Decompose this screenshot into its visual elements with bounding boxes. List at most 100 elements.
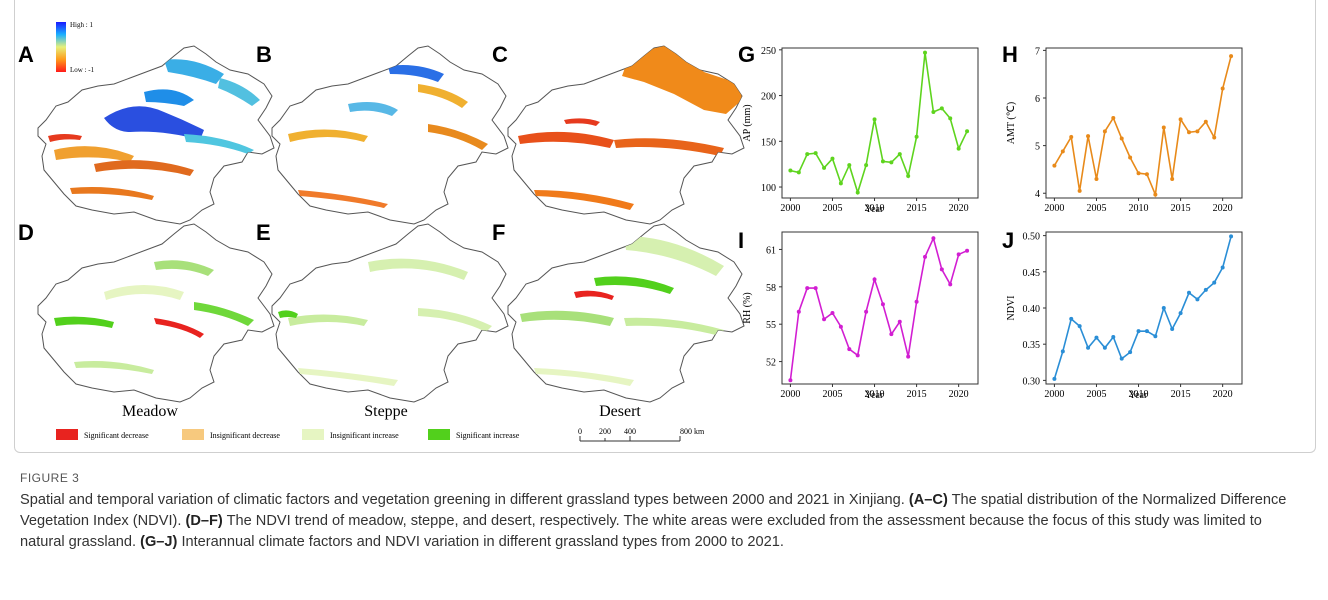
data-point: [838, 181, 843, 186]
y-tick-label: 250: [761, 46, 776, 57]
panel-letter-d: D: [18, 220, 34, 245]
x-tick-label: 2010: [1129, 389, 1149, 400]
caption-intro: Spatial and temporal variation of climat…: [20, 492, 909, 508]
data-point: [813, 151, 818, 156]
y-tick-label: 61: [766, 245, 776, 256]
data-point: [1119, 136, 1124, 141]
data-point: [923, 254, 928, 259]
data-point: [788, 168, 793, 173]
trend-legend: Significant decrease Insignificant decre…: [56, 429, 520, 440]
data-point: [1094, 176, 1099, 181]
data-point: [830, 310, 835, 315]
x-axis-label: Year: [865, 390, 884, 401]
map-panel-c: [507, 45, 745, 225]
data-point: [1094, 335, 1099, 340]
data-point: [1178, 117, 1183, 122]
data-point: [805, 152, 810, 157]
series-line: [790, 52, 968, 196]
data-point: [1077, 188, 1082, 193]
data-point: [1128, 350, 1133, 355]
x-tick-label: 2020: [1213, 203, 1233, 214]
scale-tick-0: 0: [578, 427, 582, 436]
data-point: [822, 317, 827, 322]
data-point: [822, 165, 827, 170]
data-point: [1161, 306, 1166, 310]
x-tick-label: 2015: [1171, 203, 1191, 214]
data-point: [796, 170, 801, 175]
data-point: [1153, 334, 1158, 339]
figure-label: FIGURE 3: [20, 471, 80, 485]
data-point: [830, 156, 835, 161]
ndvi-colorbar: [56, 22, 66, 72]
y-tick-label: 58: [766, 283, 776, 294]
y-axis-label: RH (%): [742, 292, 753, 323]
data-point: [1052, 163, 1057, 168]
data-point: [796, 309, 801, 314]
data-point: [1161, 125, 1166, 130]
x-tick-label: 2020: [949, 203, 969, 214]
data-point: [1229, 234, 1234, 239]
y-tick-label: 0.50: [1023, 232, 1041, 243]
x-tick-label: 2015: [907, 389, 927, 400]
data-point: [1170, 326, 1175, 331]
data-point: [948, 116, 953, 121]
panel-letter-c: C: [492, 42, 508, 67]
caption-text-ac: The spatial distribution of the Normaliz…: [20, 492, 1287, 529]
data-point: [1136, 329, 1141, 334]
data-point: [965, 129, 970, 134]
data-point: [906, 174, 911, 179]
y-tick-label: 100: [761, 183, 776, 194]
data-point: [965, 248, 970, 253]
panel-letter-j: J: [1002, 228, 1014, 253]
x-tick-label: 2020: [1213, 389, 1233, 400]
y-tick-label: 5: [1035, 142, 1040, 153]
x-tick-label: 2015: [907, 203, 927, 214]
panel-letter-h: H: [1002, 42, 1018, 67]
colorbar-high-label: High : 1: [70, 21, 93, 29]
map-panel-f: [507, 223, 745, 403]
data-point: [788, 378, 793, 383]
data-point: [880, 302, 885, 307]
chart-ndvi: 0.30 0.35 0.40 0.45 0.50 2000 2005 2010 2015 2020…: [1006, 231, 1243, 401]
data-point: [1170, 176, 1175, 181]
data-point: [1060, 349, 1065, 354]
data-point: [813, 286, 818, 291]
data-point: [931, 110, 936, 115]
data-point: [956, 252, 961, 257]
data-point: [1195, 297, 1200, 302]
chart-ap: 100 150 200 250 2000 2005 2010 2015 2020 AP (mm) Y…: [742, 46, 979, 215]
y-axis-label: AMT (℃): [1006, 102, 1017, 144]
plot-frame: [781, 231, 979, 385]
plot-frame: [1045, 47, 1243, 199]
data-point: [1060, 149, 1065, 154]
y-tick-label: 150: [761, 137, 776, 148]
data-point: [1203, 287, 1208, 292]
map-panel-b: [271, 45, 509, 225]
x-axis-label: Year: [1129, 390, 1148, 401]
y-axis-label: AP (mm): [742, 104, 753, 141]
panel-letter-f: F: [492, 220, 505, 245]
data-point: [1069, 316, 1074, 321]
x-tick-label: 2010: [865, 203, 885, 214]
x-tick-label: 2000: [780, 389, 800, 400]
data-point: [1178, 311, 1183, 316]
data-point: [1195, 129, 1200, 134]
y-tick-label: 200: [761, 92, 776, 103]
data-point: [889, 332, 894, 337]
data-point: [1128, 155, 1133, 160]
y-tick-label: 0.45: [1023, 268, 1041, 279]
data-point: [1220, 265, 1225, 270]
data-point: [838, 324, 843, 329]
chart-rh: 52 55 58 61 2000 2005 2010 2015 2020 RH (%) Year: [742, 231, 979, 401]
data-point: [1229, 54, 1234, 59]
data-point: [864, 163, 869, 168]
data-point: [1144, 172, 1149, 177]
type-label-desert: Desert: [599, 403, 641, 420]
data-point: [880, 159, 885, 164]
y-tick-label: 4: [1035, 189, 1040, 200]
data-point: [872, 117, 877, 122]
legend-swatch-insig-decrease: [182, 429, 204, 440]
panel-letter-b: B: [256, 42, 272, 67]
data-point: [1102, 129, 1107, 134]
type-label-steppe: Steppe: [364, 403, 408, 420]
